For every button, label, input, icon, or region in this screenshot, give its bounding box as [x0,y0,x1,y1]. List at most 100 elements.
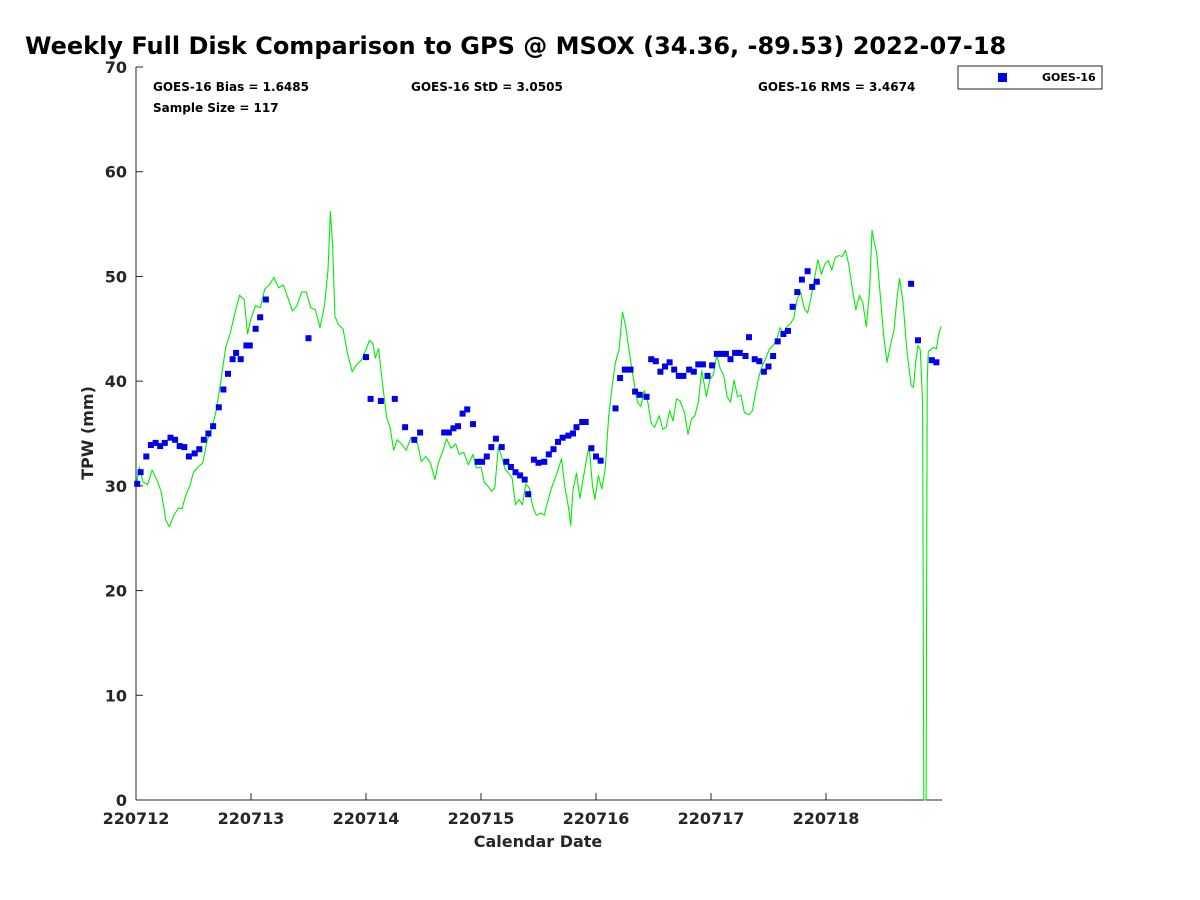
goes-16-point [402,424,409,431]
goes-16-point [411,436,418,443]
goes-16-point [671,366,678,373]
goes-16-point [530,456,537,463]
goes-16-point [760,368,767,375]
goes-16-point [220,386,227,393]
goes-16-point [690,368,697,375]
goes-16-point [391,395,398,402]
goes-16-point [617,375,624,381]
goes-16-point [441,429,448,436]
goes-16-point [765,363,772,370]
goes-16-point [525,491,532,498]
goes-16-point [579,419,586,425]
goes-16-point [713,350,720,357]
goes-16-point [229,356,236,363]
goes-16-point [196,446,203,453]
goes-16-point [915,337,921,344]
goes-16-point [488,444,495,451]
goes-16-point [246,342,253,349]
goes-16-point [305,335,312,342]
goes-16-point [176,443,183,450]
goes-16-point [181,444,188,451]
goes-16-point [722,350,729,357]
goes-16-point [789,303,796,310]
goes-16-point [573,424,580,431]
goes-16-point [191,450,198,457]
x-ticks: 220712 220713 220714 220715 220716 220717 2207… [103,793,860,828]
goes-16-point [507,464,514,470]
goes-16-point [479,458,486,465]
goes-16-point [152,439,159,446]
goes-16-point [742,353,749,359]
goes-16-point [666,359,673,366]
goes-16-point [377,398,384,404]
goes-16-point [933,359,940,366]
goes-16-point [582,419,589,425]
goes-16-point [704,372,711,379]
goes-16-point [541,458,548,465]
y-tick-label: 0 [116,791,127,810]
stat-std: GOES-16 StD = 3.0505 [411,80,563,94]
goes-16-point [908,280,915,287]
goes-16-point [550,446,557,453]
goes-16-point [157,443,164,450]
goes-16-point [746,334,752,341]
goes-16-point [657,368,664,375]
x-tick-label: 220716 [563,809,630,828]
goes-16-point [597,457,604,464]
stat-rms: GOES-16 RMS = 3.4674 [758,80,915,94]
goes-16-point [709,362,716,369]
x-tick-label: 220718 [793,809,860,828]
y-tick-label: 60 [105,163,127,182]
goes-16-point [545,451,552,458]
goes-16-point [636,391,643,398]
goes-16-point [498,444,505,451]
goes-16-point [450,425,457,432]
goes-16-point [517,472,524,479]
x-tick-label: 220717 [678,809,745,828]
goes-16-point [200,436,207,443]
goes-16-point [161,439,168,446]
goes-16-point [237,356,244,363]
gps-series-line [135,210,942,801]
goes-16-point [134,480,141,487]
goes-16-point [470,421,476,428]
goes-16-point [535,459,542,466]
goes-16-point [570,430,576,437]
goes-16-point [417,429,424,436]
goes-16-point [455,423,461,430]
goes-16-point [215,404,222,411]
goes-16-point [751,356,758,363]
goes-16-point [928,357,935,364]
goes-16-point [686,366,693,373]
goes-16-point [621,366,628,373]
goes-16-point [593,453,599,460]
goes-16-point [627,366,634,373]
goes-16-point [732,349,739,356]
goes-16-point [167,434,174,441]
goes-16-point [804,268,811,275]
goes-16-point [675,372,682,379]
x-tick-label: 220715 [448,809,515,828]
goes-16-point [695,361,702,368]
legend-label-goes-16: GOES-16 [1042,71,1096,84]
stat-sample-size: Sample Size = 117 [153,101,279,115]
goes-16-point [612,405,619,412]
goes-16-point [143,453,150,460]
goes-16-point [367,395,374,402]
legend: GOES-16 [957,65,1103,90]
y-tick-label: 20 [105,582,127,601]
stat-bias: GOES-16 Bias = 1.6485 [153,80,309,94]
goes-16-point [464,406,471,413]
goes-16-point [680,372,687,379]
y-tick-label: 70 [105,58,127,77]
goes-16-point [225,370,231,377]
goes-16-point [185,453,192,460]
goes-16-point [137,469,144,476]
y-tick-label: 10 [105,686,127,705]
goes-16-point [736,349,743,356]
y-axis-label: TPW (mm) [78,386,97,480]
goes-16-point [813,278,820,285]
goes-16-point [632,388,639,395]
goes-16-point [243,342,250,349]
